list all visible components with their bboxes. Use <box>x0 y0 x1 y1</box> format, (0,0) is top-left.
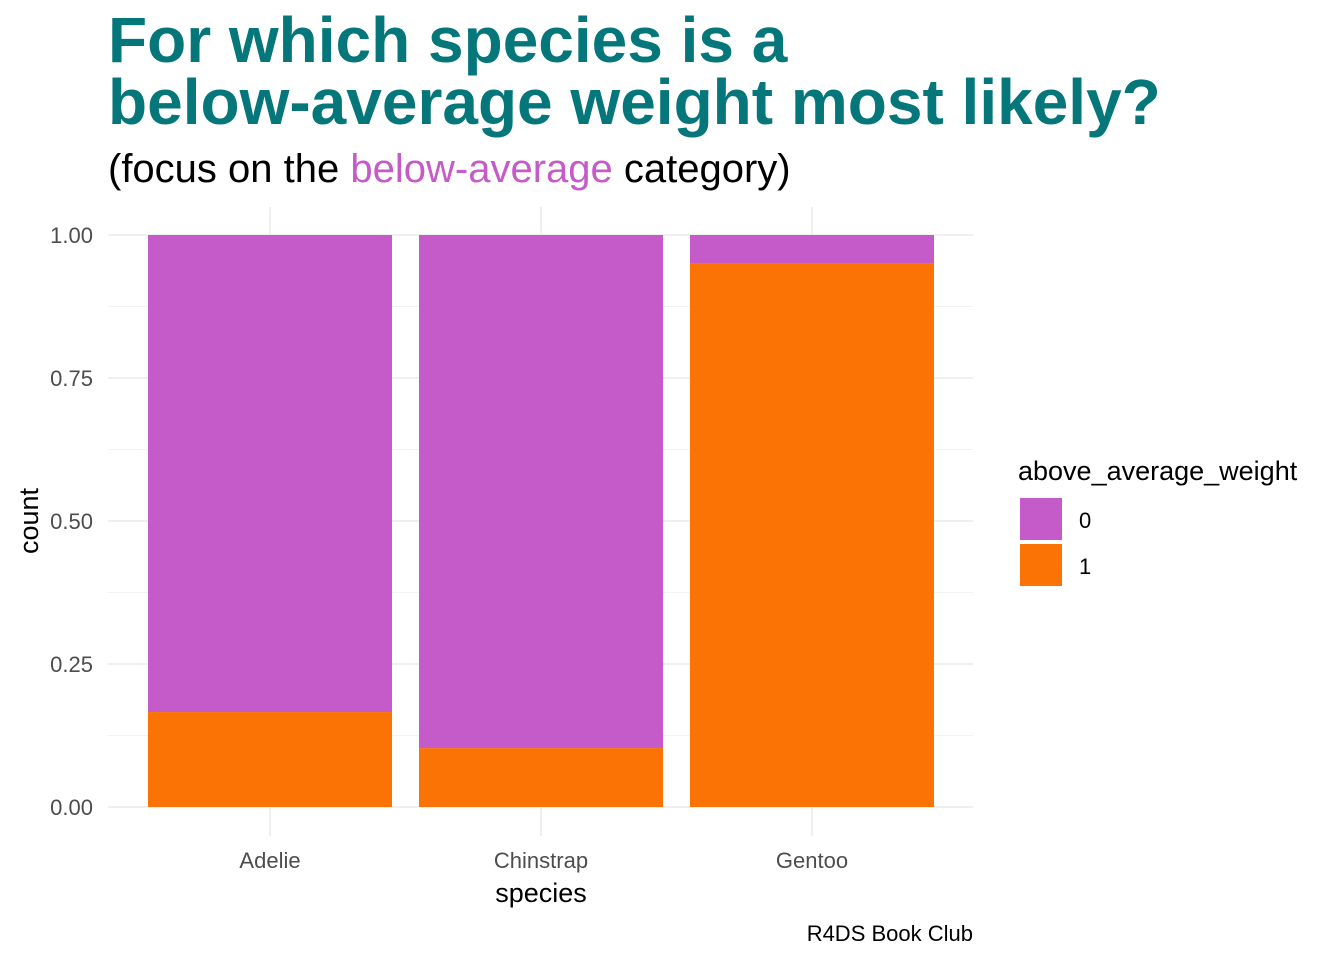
bar-chinstrap-series-0 <box>419 235 663 749</box>
y-tick-label: 0.00 <box>50 795 93 820</box>
subtitle-highlight: below-average <box>350 147 612 191</box>
y-tick-label: 0.75 <box>50 366 93 391</box>
subtitle-suffix: category) <box>613 147 791 191</box>
x-axis-ticks: Adelie Chinstrap Gentoo <box>239 848 848 873</box>
bars <box>148 235 934 807</box>
bar-gentoo-series-0 <box>690 235 934 264</box>
x-axis-title: species <box>495 878 587 908</box>
y-tick-label: 1.00 <box>50 223 93 248</box>
bar-adelie-series-1 <box>148 712 392 807</box>
subtitle-prefix: (focus on the <box>108 147 350 191</box>
y-tick-label: 0.50 <box>50 509 93 534</box>
bar-adelie-series-0 <box>148 235 392 713</box>
chart-title-line-2: below-average weight most likely? <box>108 66 1161 138</box>
y-axis-ticks: 0.00 0.25 0.50 0.75 1.00 <box>50 223 93 820</box>
legend-key-1 <box>1020 544 1062 586</box>
x-tick-label: Chinstrap <box>494 848 588 873</box>
chart-subtitle: (focus on the below-average category) <box>108 147 791 191</box>
x-tick-label: Gentoo <box>776 848 848 873</box>
legend-key-0 <box>1020 498 1062 540</box>
legend: above_average_weight 0 1 <box>1018 456 1298 586</box>
bar-chinstrap-series-1 <box>419 748 663 807</box>
legend-title: above_average_weight <box>1018 456 1298 486</box>
legend-label-1: 1 <box>1079 554 1091 579</box>
bar-gentoo-series-1 <box>690 263 934 807</box>
y-axis-title: count <box>14 487 44 554</box>
chart-title-line-1: For which species is a <box>108 4 788 76</box>
y-tick-label: 0.25 <box>50 652 93 677</box>
chart-caption: R4DS Book Club <box>807 921 973 946</box>
legend-label-0: 0 <box>1079 508 1091 533</box>
x-tick-label: Adelie <box>239 848 300 873</box>
